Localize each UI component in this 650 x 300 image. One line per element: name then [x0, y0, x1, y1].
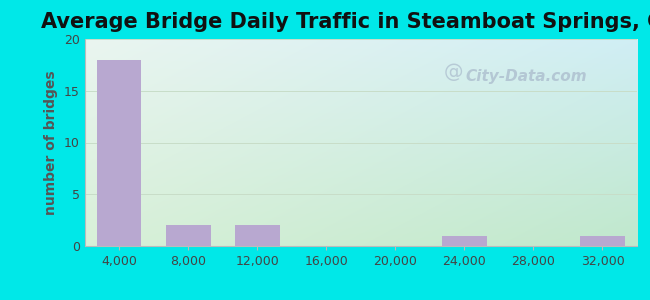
Bar [235, 225, 280, 246]
Bar [580, 236, 625, 246]
Y-axis label: number of bridges: number of bridges [44, 70, 58, 215]
Text: City-Data.com: City-Data.com [465, 69, 588, 84]
Bar [97, 60, 142, 246]
Bar [442, 236, 487, 246]
Title: Average Bridge Daily Traffic in Steamboat Springs, CO: Average Bridge Daily Traffic in Steamboa… [41, 12, 650, 32]
Text: @: @ [443, 63, 463, 82]
Bar [166, 225, 211, 246]
